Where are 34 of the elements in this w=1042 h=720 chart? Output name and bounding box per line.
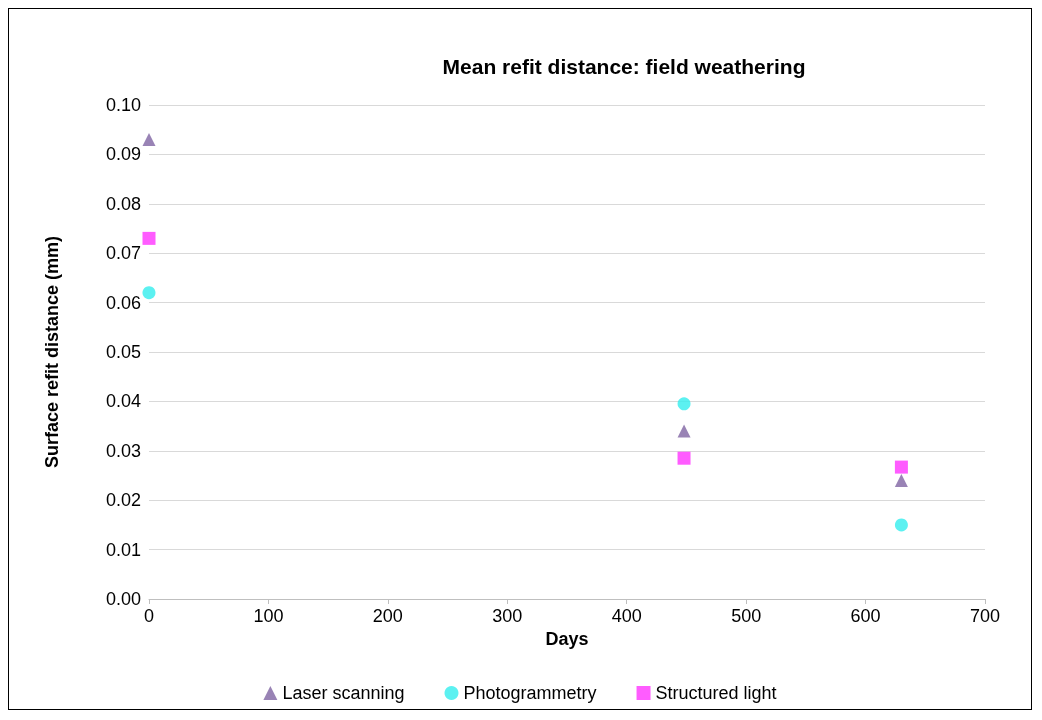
x-tick-label: 700: [969, 606, 1001, 626]
chart-title: Mean refit distance: field weathering: [442, 55, 806, 78]
x-tick-label: 300: [492, 606, 523, 626]
y-tick-label: 0.10: [105, 95, 141, 115]
legend-label: Photogrammetry: [463, 683, 597, 703]
y-tick-label: 0.01: [105, 539, 141, 560]
x-tick-label: 400: [611, 606, 642, 626]
y-tick-label: 0.04: [105, 391, 141, 412]
y-tick-label: 0.06: [105, 292, 141, 313]
x-tick-label: 100: [253, 606, 284, 626]
y-axis-title: Surface refit distance (mm): [42, 235, 62, 469]
x-tick-label: 500: [731, 606, 762, 626]
legend-label: Laser scanning: [282, 683, 405, 703]
point: [142, 133, 156, 147]
point: [894, 460, 908, 474]
point: [677, 451, 691, 465]
point: [677, 397, 691, 411]
x-axis-title: Days: [545, 628, 589, 649]
y-tick-label: 0.02: [105, 490, 141, 511]
point: [142, 231, 156, 245]
y-tick-label: 0.03: [105, 440, 141, 461]
x-tick-label: 0: [143, 606, 155, 626]
point: [142, 286, 156, 300]
y-tick-label: 0.00: [105, 589, 141, 609]
x-tick-label: 200: [372, 606, 403, 626]
legend-label: Structured light: [655, 683, 777, 703]
point: [677, 424, 691, 438]
y-tick-label: 0.07: [105, 243, 141, 264]
y-tick-label: 0.05: [105, 342, 141, 362]
point: [894, 473, 908, 487]
x-tick-label: 600: [850, 606, 881, 626]
y-tick-label: 0.09: [105, 144, 141, 165]
point: [894, 518, 908, 532]
y-tick-label: 0.08: [105, 193, 141, 214]
